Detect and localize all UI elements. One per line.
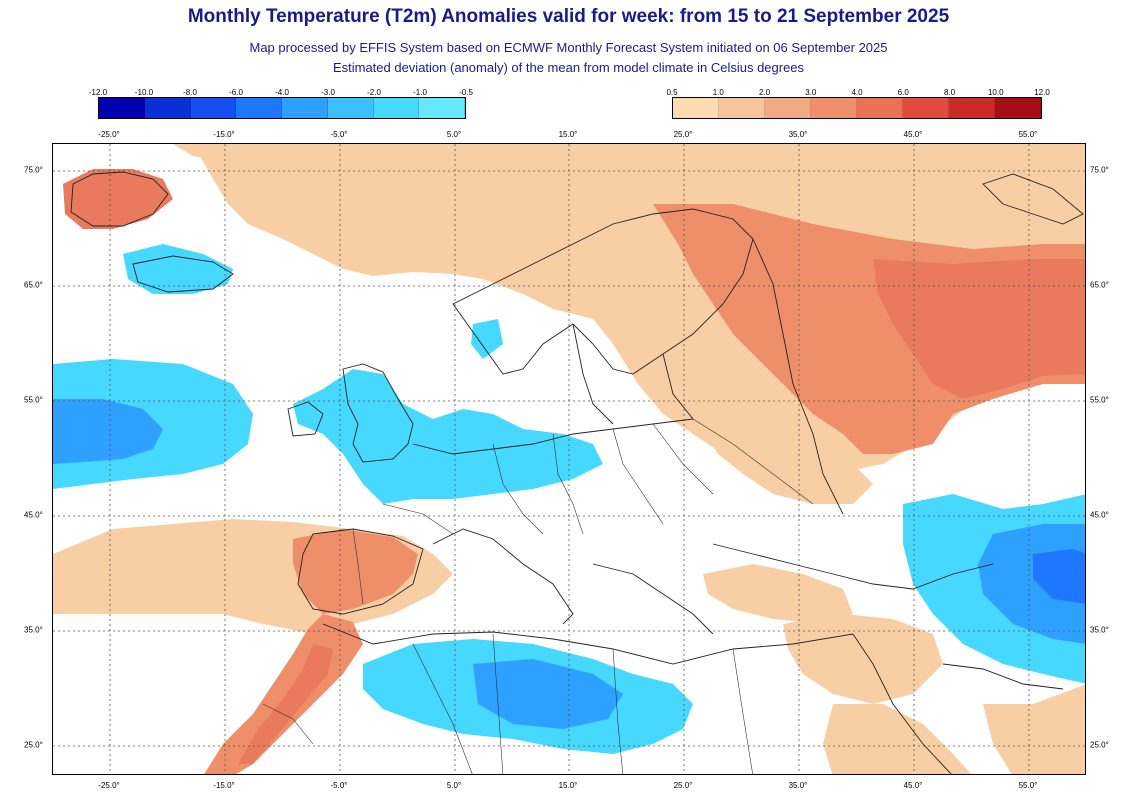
legend-swatch [949, 98, 995, 118]
legend-swatch [419, 98, 465, 118]
warm-region-middle-east [783, 614, 943, 704]
legend-swatch [373, 98, 420, 118]
warm-region-balkans [703, 564, 853, 624]
latitude-label: 75.0° [1090, 165, 1109, 175]
legend-label: 12.0 [1034, 88, 1050, 97]
map-subtitle-units: Estimated deviation (anomaly) of the mea… [332, 60, 805, 75]
legend-label: -1.0 [413, 88, 427, 97]
latitude-label: 65.0° [1090, 280, 1109, 290]
longitude-label: -25.0° [98, 781, 120, 790]
longitude-label: 35.0° [788, 781, 808, 790]
longitude-label: 45.0° [903, 781, 923, 790]
longitude-label: -5.0° [330, 781, 348, 790]
legend-label: 1.0 [712, 88, 724, 97]
map-title: Monthly Temperature (T2m) Anomalies vali… [187, 6, 950, 27]
legend-swatch [811, 98, 857, 118]
country-borders [262, 418, 814, 774]
warm-region-greenland [63, 169, 173, 229]
warm-region-morocco [204, 614, 363, 774]
longitude-label: -15.0° [213, 781, 235, 790]
legend-label: 3.0 [805, 88, 817, 97]
legend-label: 4.0 [851, 88, 863, 97]
legend-label: 8.0 [943, 88, 956, 97]
graticule [53, 144, 1085, 774]
legend-label: -2.0 [367, 88, 381, 97]
legend-swatch [282, 98, 328, 118]
latitude-label: 25.0° [1090, 740, 1109, 750]
longitude-label: 15.0° [558, 130, 578, 139]
longitude-label: 5.0° [446, 130, 462, 139]
legend-swatch [995, 98, 1041, 118]
latitude-label: 55.0° [1090, 395, 1109, 405]
legend-cold-labels: -12.0 -10.0 -8.0 -6.0 -4.0 -3.0 -2.0 -1.0 -0.5 [89, 88, 473, 98]
longitude-label: 15.0° [558, 781, 578, 790]
legend-label: -10.0 [134, 88, 154, 97]
cold-region-atlantic-core [53, 399, 163, 464]
legend-label: 0.5 [666, 88, 678, 97]
warm-region-russia-core [873, 259, 1085, 399]
legend-swatch [236, 98, 282, 118]
longitude-label: 35.0° [788, 130, 808, 139]
legend-label: -12.0 [88, 88, 108, 97]
cold-region-iceland [123, 244, 233, 294]
legend-label: -6.0 [229, 88, 243, 97]
cold-region-uk-europe [293, 369, 603, 504]
legend-label: 6.0 [897, 88, 909, 97]
longitude-label: 25.0° [673, 781, 693, 790]
legend-cold: -12.0 -10.0 -8.0 -6.0 -4.0 -3.0 -2.0 -1.0 -0.5 [89, 88, 473, 120]
anomaly-map-canvas [53, 144, 1085, 774]
legend-swatch [144, 98, 191, 118]
legend-swatch [857, 98, 903, 118]
warm-region-east-europe [693, 414, 873, 504]
legend-label: -8.0 [183, 88, 197, 97]
legend-swatch [99, 98, 145, 118]
cold-region-scandinavia-patch [471, 319, 503, 359]
legend-swatch [327, 98, 374, 118]
legend-swatch [765, 98, 811, 118]
legend-warm-labels: 0.5 1.0 2.0 3.0 4.0 6.0 8.0 10.0 12.0 [666, 88, 1049, 98]
legend-label: 2.0 [758, 88, 771, 97]
warm-region-arabia [823, 704, 972, 774]
latitude-label: 75.0° [24, 165, 43, 175]
legend-swatch [190, 98, 237, 118]
legend-label: 10.0 [987, 88, 1004, 97]
longitude-label: 45.0° [903, 130, 923, 139]
coastlines [70, 171, 1084, 774]
longitude-label: -15.0° [213, 130, 235, 139]
latitude-label: 55.0° [24, 395, 43, 405]
latitude-label: 35.0° [24, 625, 43, 635]
warm-region-arctic-top [173, 144, 383, 164]
warm-region-iberia [293, 529, 418, 614]
cold-region-sahara-core [473, 659, 623, 729]
legend-label: -0.5 [459, 88, 473, 97]
warm-region-morocco-core [238, 644, 333, 764]
warm-region-arabia-east [983, 684, 1085, 774]
legend-swatch [903, 98, 949, 118]
legend-swatch [673, 98, 719, 118]
legend-label: -4.0 [275, 88, 289, 97]
legend-warm-bar [672, 97, 1042, 119]
map-subtitle-source: Map processed by EFFIS System based on E… [249, 40, 888, 55]
longitude-label: -25.0° [98, 130, 120, 139]
latitude-label: 45.0° [24, 510, 43, 520]
legend-label: -3.0 [321, 88, 335, 97]
latitude-label: 35.0° [1090, 625, 1109, 635]
anomaly-map [52, 143, 1086, 775]
legend-swatch [719, 98, 765, 118]
legend-cold-bar [98, 97, 466, 119]
latitude-label: 45.0° [1090, 510, 1109, 520]
longitude-label: 55.0° [1018, 781, 1038, 790]
longitude-label: 5.0° [446, 781, 462, 790]
cold-region-caspian-deep [1033, 549, 1085, 604]
latitude-label: 25.0° [24, 740, 43, 750]
legend-warm: 0.5 1.0 2.0 3.0 4.0 6.0 8.0 10.0 12.0 [666, 88, 1050, 120]
longitude-label: 25.0° [673, 130, 693, 139]
longitude-label: -5.0° [330, 130, 348, 139]
latitude-label: 65.0° [24, 280, 43, 290]
longitude-label: 55.0° [1018, 130, 1038, 139]
